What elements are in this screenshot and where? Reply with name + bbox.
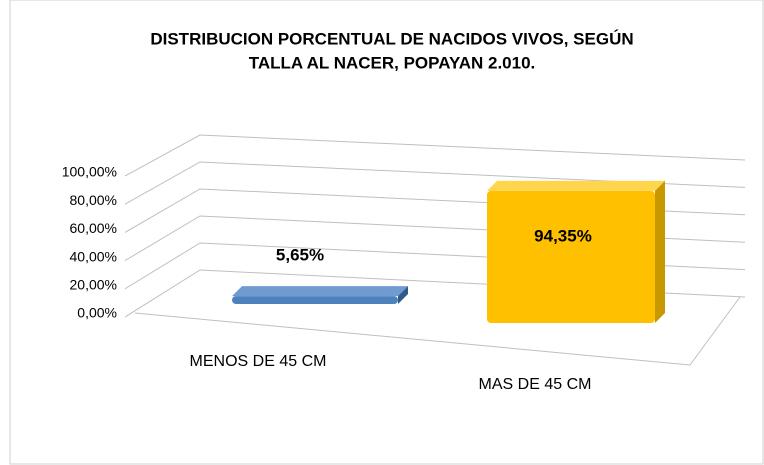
bar-front — [232, 296, 398, 304]
data-label: 94,35% — [534, 226, 592, 245]
y-tick-label: 40,00% — [70, 248, 117, 264]
bar-top — [487, 180, 665, 191]
grid-line — [124, 161, 746, 205]
y-tick-label: 60,00% — [70, 220, 117, 236]
chart-title: DISTRIBUCION PORCENTUAL DE NACIDOS VIVOS… — [150, 29, 633, 48]
grid-line — [124, 134, 746, 177]
bar-top — [232, 286, 408, 297]
y-tick-label: 80,00% — [70, 192, 117, 208]
y-tick-label: 0,00% — [77, 305, 117, 321]
y-tick-label: 100,00% — [62, 164, 117, 180]
chart-title: TALLA AL NACER, POPAYAN 2.010. — [249, 53, 536, 72]
bar-side — [398, 286, 408, 304]
x-tick-label: MAS DE 45 CM — [479, 376, 592, 393]
data-label: 5,65% — [276, 245, 324, 264]
bar-side — [655, 180, 665, 323]
y-tick-label: 20,00% — [70, 277, 117, 293]
bar-front — [487, 190, 655, 323]
x-tick-label: MENOS DE 45 CM — [190, 353, 327, 370]
floor-edge — [134, 296, 741, 366]
